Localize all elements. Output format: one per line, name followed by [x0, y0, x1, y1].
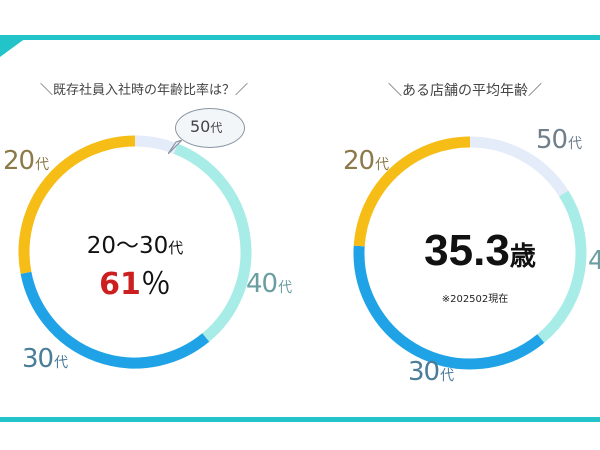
top-accent-band: [0, 35, 600, 40]
bottom-accent-band: [0, 417, 600, 422]
left-segment-30s: [20, 271, 210, 369]
average-age-value: 35.3歳: [424, 226, 536, 275]
right-label-40s: 4: [588, 246, 600, 276]
right-segment-30s: [353, 245, 545, 370]
left-chart-heading: ＼既存社員入社時の年齢比率は？／: [40, 83, 249, 98]
left-label-20s: 20代: [3, 146, 49, 176]
left-segment-40s: [173, 143, 252, 342]
right-segment-50s: [469, 136, 569, 197]
left-donut-chart: [18, 135, 252, 369]
corner-accent: [0, 35, 30, 57]
left-label-30s: 30代: [22, 344, 68, 374]
speech-bubble: [175, 108, 245, 148]
right-label-30s: 30代: [408, 357, 454, 387]
average-age-note: ※202502現在: [441, 294, 509, 305]
left-center-percentage: 61％: [99, 267, 171, 302]
left-label-40s: 40代: [246, 269, 292, 299]
right-label-20s: 20代: [343, 146, 389, 176]
right-label-50s: 50代: [536, 125, 582, 155]
speech-bubble-tail: [168, 140, 182, 154]
left-label-50s: 50代: [190, 117, 223, 136]
right-donut-chart: [353, 136, 587, 370]
left-segment-20s: [18, 135, 136, 274]
right-segment-40s: [537, 190, 587, 343]
right-chart-heading: ＼ある店舗の平均年齢／: [388, 83, 542, 99]
right-segment-20s: [353, 136, 471, 247]
left-center-range: 20～30代: [86, 233, 184, 259]
